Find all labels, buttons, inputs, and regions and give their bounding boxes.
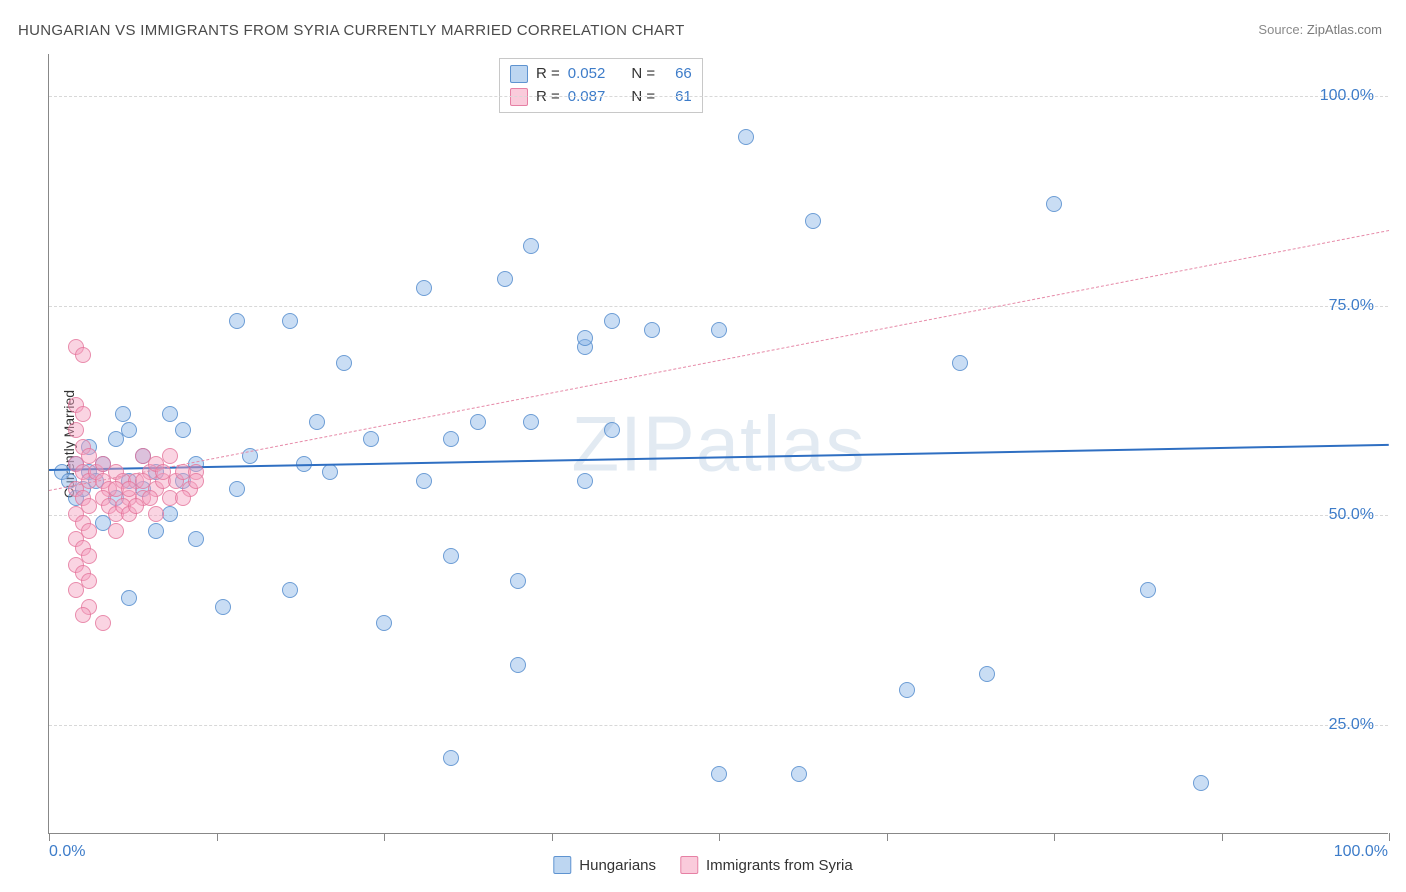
source-attribution: Source: ZipAtlas.com <box>1258 22 1382 37</box>
data-point <box>175 422 191 438</box>
data-point <box>175 490 191 506</box>
data-point <box>148 506 164 522</box>
data-point <box>523 238 539 254</box>
swatch-blue-icon <box>510 65 528 83</box>
data-point <box>711 766 727 782</box>
x-tick <box>217 833 218 841</box>
data-point <box>443 548 459 564</box>
y-tick-label: 75.0% <box>1329 297 1374 315</box>
gridline <box>49 725 1388 726</box>
data-point <box>229 313 245 329</box>
data-point <box>443 431 459 447</box>
data-point <box>577 330 593 346</box>
x-tick <box>1389 833 1390 841</box>
x-axis-max-label: 100.0% <box>1334 843 1388 861</box>
data-point <box>711 322 727 338</box>
data-point <box>162 448 178 464</box>
data-point <box>604 313 620 329</box>
n-value-blue: 66 <box>675 63 692 86</box>
y-tick-label: 50.0% <box>1329 506 1374 524</box>
data-point <box>162 406 178 422</box>
scatter-plot-area: ZIPatlas Currently Married 0.0% 100.0% R… <box>48 54 1388 834</box>
n-label: N = <box>631 63 655 86</box>
gridline <box>49 515 1388 516</box>
data-point <box>1046 196 1062 212</box>
data-point <box>75 607 91 623</box>
data-point <box>738 129 754 145</box>
x-tick <box>384 833 385 841</box>
swatch-blue-icon <box>553 856 571 874</box>
r-label: R = <box>536 63 560 86</box>
x-tick <box>552 833 553 841</box>
data-point <box>644 322 660 338</box>
legend-label: Immigrants from Syria <box>706 857 853 874</box>
data-point <box>363 431 379 447</box>
data-point <box>510 573 526 589</box>
data-point <box>95 615 111 631</box>
series-legend: Hungarians Immigrants from Syria <box>553 856 852 874</box>
data-point <box>336 355 352 371</box>
data-point <box>68 582 84 598</box>
watermark: ZIPatlas <box>571 398 865 489</box>
x-tick <box>887 833 888 841</box>
data-point <box>148 523 164 539</box>
x-tick <box>1054 833 1055 841</box>
data-point <box>322 464 338 480</box>
x-tick <box>1222 833 1223 841</box>
data-point <box>1193 775 1209 791</box>
correlation-stats-legend: R = 0.052 N = 66 R = 0.087 N = 61 <box>499 58 703 113</box>
y-tick-label: 100.0% <box>1320 87 1374 105</box>
legend-label: Hungarians <box>579 857 656 874</box>
data-point <box>979 666 995 682</box>
r-value-blue: 0.052 <box>568 63 606 86</box>
data-point <box>376 615 392 631</box>
data-point <box>215 599 231 615</box>
data-point <box>229 481 245 497</box>
data-point <box>510 657 526 673</box>
data-point <box>497 271 513 287</box>
x-axis-min-label: 0.0% <box>49 843 85 861</box>
x-tick <box>719 833 720 841</box>
data-point <box>443 750 459 766</box>
data-point <box>121 590 137 606</box>
data-point <box>899 682 915 698</box>
data-point <box>952 355 968 371</box>
x-tick <box>49 833 50 841</box>
data-point <box>188 473 204 489</box>
source-label: Source: <box>1258 22 1303 37</box>
data-point <box>68 422 84 438</box>
data-point <box>1140 582 1156 598</box>
legend-item-syria: Immigrants from Syria <box>680 856 853 874</box>
data-point <box>416 280 432 296</box>
data-point <box>75 347 91 363</box>
data-point <box>470 414 486 430</box>
stats-row-hungarians: R = 0.052 N = 66 <box>510 63 692 86</box>
data-point <box>142 490 158 506</box>
data-point <box>416 473 432 489</box>
data-point <box>115 406 131 422</box>
gridline <box>49 96 1388 97</box>
legend-item-hungarians: Hungarians <box>553 856 656 874</box>
data-point <box>523 414 539 430</box>
data-point <box>282 582 298 598</box>
data-point <box>282 313 298 329</box>
chart-title: HUNGARIAN VS IMMIGRANTS FROM SYRIA CURRE… <box>18 22 685 39</box>
data-point <box>309 414 325 430</box>
data-point <box>75 406 91 422</box>
data-point <box>604 422 620 438</box>
swatch-pink-icon <box>680 856 698 874</box>
data-point <box>805 213 821 229</box>
data-point <box>108 523 124 539</box>
gridline <box>49 306 1388 307</box>
y-tick-label: 25.0% <box>1329 716 1374 734</box>
data-point <box>577 473 593 489</box>
data-point <box>188 531 204 547</box>
data-point <box>791 766 807 782</box>
source-value: ZipAtlas.com <box>1307 22 1382 37</box>
data-point <box>121 422 137 438</box>
